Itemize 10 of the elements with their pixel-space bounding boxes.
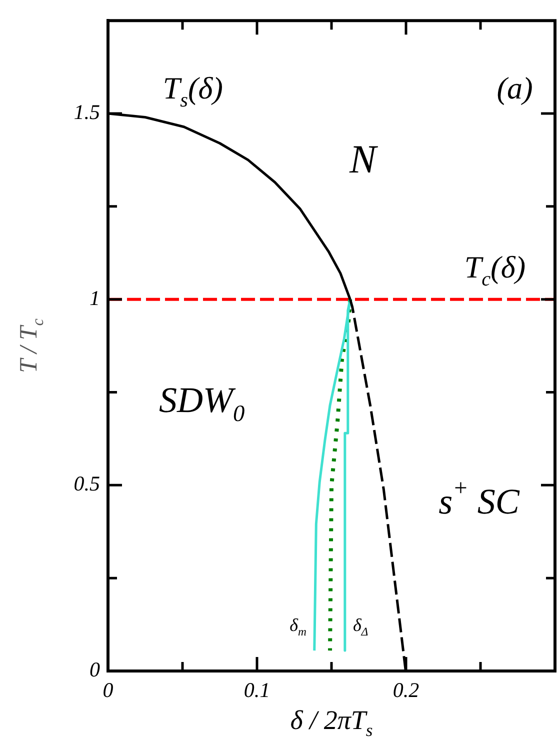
y-tick-label: 0.5	[74, 472, 100, 496]
annotation: (a)	[496, 70, 533, 106]
y-tick-label: 1.5	[74, 100, 100, 124]
y-tick-label: 0	[90, 658, 100, 682]
annotation: N	[348, 136, 378, 182]
x-tick-label: 0.2	[392, 678, 420, 702]
y-axis-title: T / Tc	[16, 318, 48, 374]
y-tick-label: 1	[90, 286, 100, 310]
x-tick-label: 0.1	[244, 678, 270, 702]
annotation: s+ SC	[438, 476, 520, 522]
